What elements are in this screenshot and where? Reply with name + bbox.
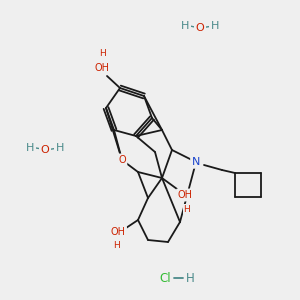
Text: O: O <box>118 155 126 165</box>
Text: H: H <box>211 21 219 31</box>
Text: O: O <box>196 23 204 33</box>
Text: H: H <box>181 21 189 31</box>
Text: OH: OH <box>110 227 125 237</box>
Text: H: H <box>186 272 194 284</box>
Text: H: H <box>56 143 64 153</box>
Text: O: O <box>40 145 50 155</box>
Text: OH: OH <box>178 190 193 200</box>
Text: H: H <box>26 143 34 153</box>
Text: H: H <box>100 50 106 58</box>
Text: H: H <box>184 205 190 214</box>
Text: OH: OH <box>94 63 110 73</box>
Text: N: N <box>192 157 200 167</box>
Text: H: H <box>112 242 119 250</box>
Text: Cl: Cl <box>159 272 171 284</box>
